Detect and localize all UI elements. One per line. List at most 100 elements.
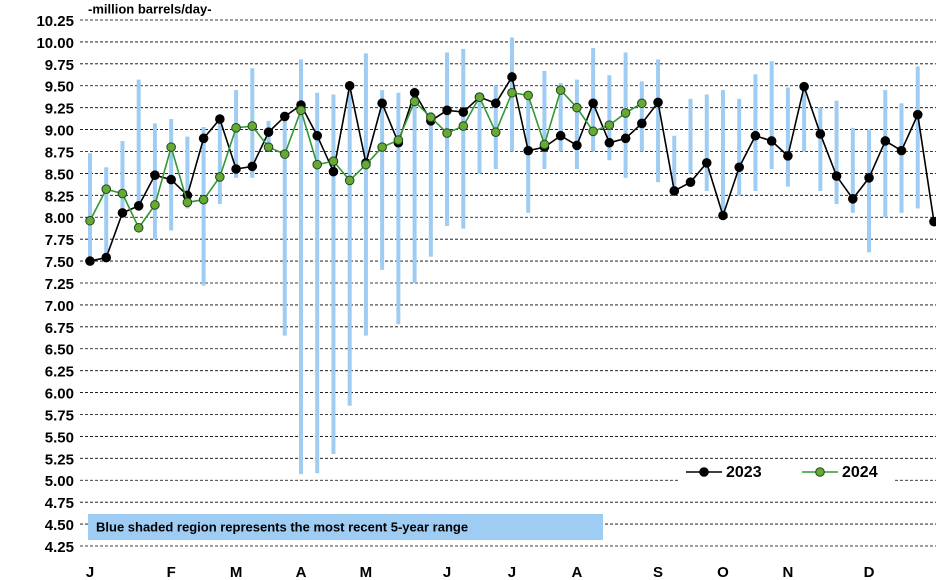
data-point	[523, 145, 534, 156]
range-bar	[363, 53, 368, 336]
data-point	[198, 133, 209, 144]
range-bar	[412, 87, 417, 284]
range-bar	[298, 59, 303, 475]
data-point	[377, 142, 387, 152]
legend-marker	[699, 467, 709, 477]
x-tick-label: J	[86, 564, 94, 580]
range-bar	[720, 90, 725, 213]
data-point	[133, 222, 144, 233]
data-point	[312, 159, 323, 170]
data-point	[458, 107, 469, 117]
data-point	[279, 149, 290, 159]
data-point	[896, 145, 907, 156]
y-tick-label: 6.50	[45, 342, 74, 359]
data-point	[377, 98, 387, 109]
range-bar	[331, 94, 336, 454]
y-tick-label: 7.50	[45, 254, 74, 271]
range-bar	[542, 70, 547, 170]
data-point	[279, 111, 290, 122]
data-point	[572, 102, 582, 113]
y-tick-label: 7.00	[45, 298, 74, 315]
data-point	[296, 105, 306, 116]
data-point	[507, 72, 517, 82]
data-point	[328, 166, 339, 177]
x-tick-label: S	[653, 564, 663, 580]
y-tick-label: 8.25	[45, 188, 74, 205]
x-tick-label: J	[508, 564, 516, 580]
data-point	[555, 130, 566, 141]
y-tick-label: 5.00	[45, 473, 74, 490]
y-tick-label: 10.25	[36, 13, 74, 30]
data-point	[474, 92, 485, 102]
data-point	[101, 184, 112, 194]
range-bar	[88, 153, 92, 262]
data-point	[263, 127, 274, 138]
x-tick-label: F	[167, 564, 176, 580]
data-point	[572, 140, 582, 151]
annotation: Blue shaded region represents the most r…	[96, 519, 468, 534]
data-point	[393, 135, 404, 145]
data-point	[604, 120, 615, 130]
range-bar	[867, 129, 872, 253]
range-bar	[201, 126, 206, 286]
range-bar	[558, 83, 563, 152]
range-bar	[185, 136, 190, 209]
range-bar	[883, 90, 888, 218]
range-bar	[493, 85, 498, 170]
y-tick-label: 9.75	[45, 57, 74, 74]
y-tick-label: 9.00	[45, 123, 74, 140]
y-tick-label: 5.25	[45, 451, 74, 468]
data-point	[361, 159, 371, 170]
data-point	[588, 126, 598, 137]
y-tick-label: 9.50	[45, 79, 74, 96]
data-point	[831, 171, 842, 181]
range-bar	[802, 85, 807, 152]
range-bar	[396, 92, 401, 325]
range-bar	[461, 48, 466, 229]
data-point	[637, 98, 647, 109]
y-tick-label: 4.50	[45, 517, 74, 534]
legend-marker	[815, 467, 825, 477]
range-bar	[818, 107, 823, 191]
data-point	[783, 151, 793, 161]
data-point	[815, 129, 826, 139]
range-bar	[315, 92, 320, 474]
y-tick-label: 4.25	[45, 539, 74, 556]
data-point	[701, 158, 712, 168]
data-point	[133, 201, 144, 211]
data-point	[117, 208, 128, 218]
x-tick-label: A	[296, 564, 307, 580]
range-bar	[282, 113, 287, 336]
y-tick-label: 5.75	[45, 407, 74, 424]
data-point	[344, 80, 355, 91]
range-bar	[574, 79, 579, 170]
x-tick-label: A	[571, 564, 582, 580]
legend-label: 2023	[726, 464, 762, 481]
data-point	[85, 215, 95, 226]
data-point	[880, 136, 891, 146]
range-bar	[607, 75, 612, 161]
data-point	[150, 170, 160, 180]
y-tick-label: 7.75	[45, 232, 74, 249]
data-point	[799, 81, 809, 92]
range-bar	[445, 52, 450, 227]
range-bar	[834, 100, 839, 205]
data-point	[442, 128, 452, 138]
data-point	[231, 164, 241, 174]
data-point	[85, 256, 95, 266]
data-point	[604, 137, 615, 148]
data-point	[409, 96, 420, 107]
data-point	[231, 123, 241, 133]
legend: 2023 2024	[680, 460, 895, 484]
x-tick-label: D	[864, 564, 875, 580]
range-bar	[737, 98, 742, 196]
range-bar	[850, 127, 855, 213]
y-tick-label: 6.75	[45, 320, 74, 337]
data-point	[864, 173, 874, 183]
data-point	[507, 87, 517, 98]
y-tick-label: 7.25	[45, 276, 74, 293]
range-bar	[915, 66, 920, 209]
range-bar	[672, 135, 677, 191]
range-bar	[769, 61, 774, 170]
legend-label: 2024	[842, 464, 878, 481]
